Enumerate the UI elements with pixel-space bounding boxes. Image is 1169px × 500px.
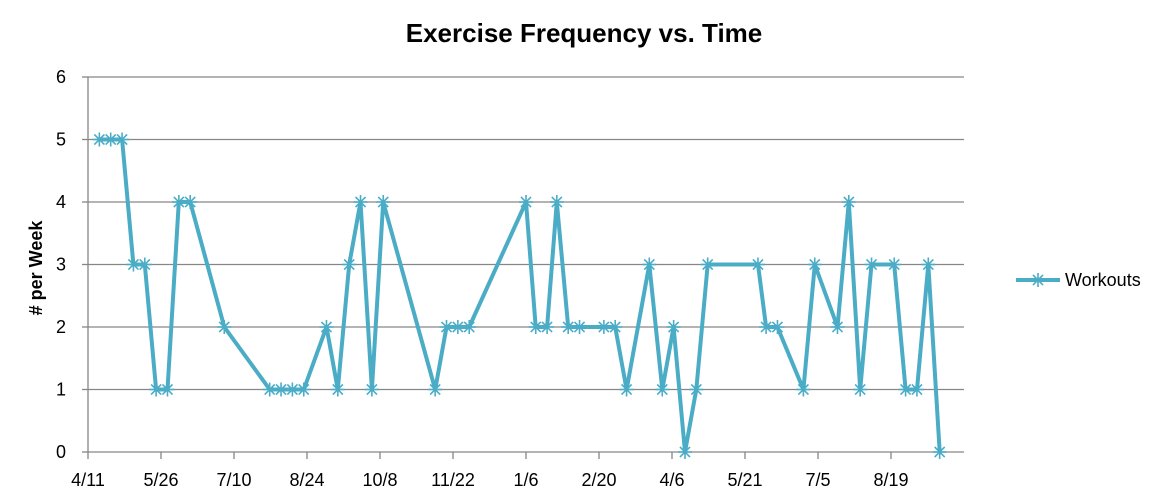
data-point-16 (342, 257, 357, 272)
data-point-46 (853, 382, 868, 397)
chart-title: Exercise Frequency vs. Time (406, 18, 763, 48)
x-tick-label-7: 2/20 (581, 470, 616, 490)
data-point-50 (909, 382, 924, 397)
data-point-10 (262, 382, 277, 397)
data-point-36 (677, 445, 692, 459)
data-point-6 (160, 382, 175, 397)
series-line-workouts (99, 137, 942, 454)
data-point-2 (115, 132, 130, 147)
y-tick-label-2: 2 (56, 317, 66, 337)
x-tick-labels: 4/11 5/26 7/10 8/24 10/8 11/22 1/6 2/20 4/6 5/21 7… (71, 470, 908, 490)
x-tick-label-6: 1/6 (513, 470, 538, 490)
legend-swatch-marker (1031, 273, 1045, 287)
x-tick-label-2: 7/10 (216, 470, 251, 490)
data-point-25 (528, 320, 543, 334)
y-tick-label-4: 4 (56, 192, 66, 212)
data-point-19 (376, 195, 391, 209)
x-tick-label-1: 5/26 (143, 470, 178, 490)
data-point-12 (285, 382, 300, 397)
x-tick-label-4: 10/8 (362, 470, 397, 490)
data-point-14 (319, 320, 334, 334)
y-axis-label: # per Week (26, 220, 46, 316)
y-tick-label-6: 6 (56, 67, 66, 87)
x-tick-label-3: 8/24 (289, 470, 324, 490)
data-point-20 (428, 382, 443, 397)
data-point-48 (887, 257, 902, 272)
x-tick-label-10: 7/5 (805, 470, 830, 490)
data-point-28 (561, 320, 576, 334)
data-point-17 (353, 195, 368, 209)
data-point-38 (700, 257, 715, 272)
data-point-9 (217, 320, 232, 334)
data-point-37 (689, 382, 704, 397)
data-point-51 (921, 257, 936, 272)
series-layer (92, 132, 947, 459)
x-tick-label-11: 8/19 (873, 470, 908, 490)
data-point-26 (540, 320, 555, 334)
data-point-39 (750, 257, 765, 272)
data-point-52 (932, 445, 947, 459)
data-point-29 (572, 320, 587, 334)
data-point-7 (171, 195, 186, 209)
data-point-41 (770, 320, 785, 334)
data-point-33 (642, 257, 657, 272)
x-tick-label-8: 4/6 (659, 470, 684, 490)
data-point-24 (519, 195, 533, 209)
y-tick-labels: 0 1 2 3 4 5 6 (56, 67, 66, 462)
y-tick-label-0: 0 (56, 442, 66, 462)
legend: Workouts (1016, 270, 1141, 290)
y-tick-label-1: 1 (56, 380, 66, 400)
legend-label-workouts: Workouts (1065, 270, 1141, 290)
data-point-43 (807, 257, 822, 272)
y-tick-label-5: 5 (56, 130, 66, 150)
data-point-15 (330, 382, 345, 397)
data-point-34 (655, 382, 670, 397)
data-point-32 (619, 382, 634, 397)
data-point-35 (666, 320, 681, 334)
data-point-23 (462, 320, 477, 334)
y-tick-label-3: 3 (56, 255, 66, 275)
data-point-13 (296, 382, 311, 397)
x-tick-label-0: 4/11 (71, 470, 105, 490)
data-point-44 (830, 320, 845, 334)
data-point-1 (103, 132, 118, 147)
axes (82, 76, 964, 459)
data-point-0 (92, 132, 107, 147)
data-point-42 (796, 382, 811, 397)
gridlines (88, 76, 964, 391)
data-point-27 (549, 195, 564, 209)
data-point-31 (608, 320, 623, 334)
x-tick-label-9: 5/21 (727, 470, 762, 490)
data-point-45 (841, 195, 856, 209)
legend-marker-asterisk (1031, 273, 1045, 287)
data-point-47 (864, 257, 879, 272)
data-point-4 (137, 257, 152, 272)
x-tick-label-5: 11/22 (431, 470, 475, 490)
data-point-18 (364, 382, 379, 397)
data-point-8 (183, 195, 198, 209)
